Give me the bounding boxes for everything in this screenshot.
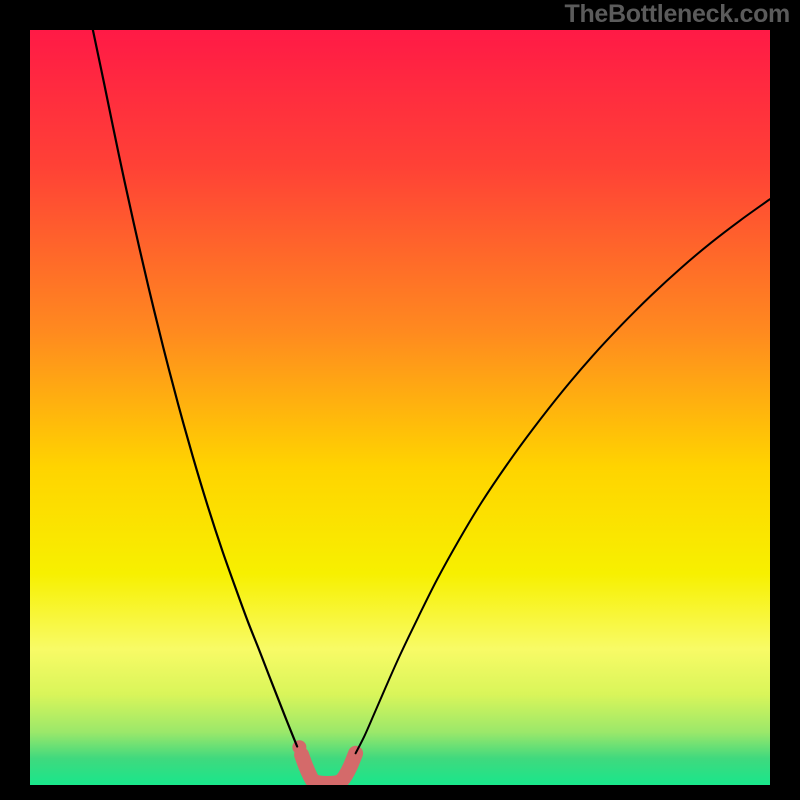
chart-background (30, 30, 770, 785)
plot-area (30, 30, 770, 785)
chart-svg (30, 30, 770, 785)
watermark-text: TheBottleneck.com (564, 0, 790, 29)
outer-frame: TheBottleneck.com (0, 0, 800, 800)
